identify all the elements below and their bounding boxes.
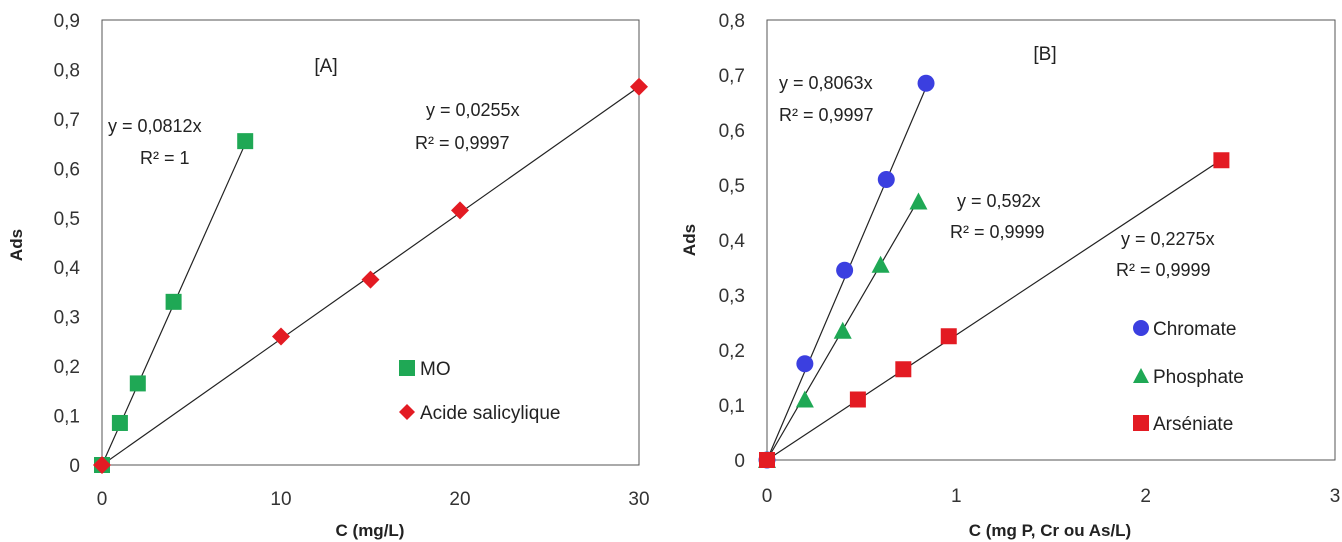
r2-acide-salicylique: R² = 0,9997 bbox=[415, 133, 510, 153]
data-points-b bbox=[758, 74, 1230, 469]
y-tick-label: 0,5 bbox=[719, 176, 745, 197]
axes-b: 0 0,1 0,2 0,3 0,4 0,5 0,6 0,7 0,8 0 1 2 3 bbox=[719, 11, 1341, 507]
y-tick-label: 0,4 bbox=[54, 258, 81, 279]
x-tick-label: 0 bbox=[762, 486, 773, 507]
data-points-a bbox=[93, 77, 648, 474]
x-tick-label: 20 bbox=[449, 489, 470, 510]
y-tick-label: 0 bbox=[734, 451, 745, 472]
data-point-acide-salicylique bbox=[272, 327, 290, 346]
x-tick-label: 1 bbox=[951, 486, 962, 507]
data-point-phosphate bbox=[833, 321, 852, 339]
data-point-arseniate bbox=[849, 391, 866, 408]
data-point-chromate bbox=[877, 171, 895, 188]
y-tick-label: 0,5 bbox=[54, 209, 80, 230]
y-tick-label: 0,3 bbox=[54, 308, 80, 329]
panel-label-a: [A] bbox=[314, 56, 337, 77]
data-point-mo bbox=[165, 293, 182, 310]
y-tick-label: 0,1 bbox=[719, 396, 745, 417]
data-point-mo bbox=[111, 414, 128, 431]
y-tick-label: 0,8 bbox=[54, 60, 80, 81]
data-point-phosphate bbox=[909, 192, 928, 210]
trendline-arseniate bbox=[766, 159, 1222, 461]
x-tick-label: 10 bbox=[270, 489, 291, 510]
legend-label-arseniate: Arséniate bbox=[1153, 414, 1233, 435]
data-point-arseniate bbox=[895, 361, 912, 378]
y-tick-label: 0 bbox=[69, 456, 80, 477]
data-point-acide-salicylique bbox=[93, 456, 111, 474]
data-point-chromate bbox=[917, 74, 935, 92]
legend-label-mo: MO bbox=[420, 359, 451, 380]
y-axis-title-b: Ads bbox=[680, 224, 699, 256]
data-point-mo bbox=[129, 375, 146, 392]
equation-mo: y = 0,0812x bbox=[108, 116, 202, 136]
data-point-mo bbox=[237, 133, 254, 150]
data-point-arseniate bbox=[759, 452, 775, 468]
x-tick-label: 30 bbox=[628, 489, 649, 510]
x-tick-label: 3 bbox=[1330, 486, 1341, 507]
data-point-chromate bbox=[796, 355, 814, 373]
data-point-acide-salicylique bbox=[630, 77, 648, 96]
data-point-chromate bbox=[836, 261, 854, 279]
legend-label-acide-salicylique: Acide salicylique bbox=[420, 403, 560, 424]
x-tick-label: 0 bbox=[97, 489, 108, 510]
data-point-phosphate bbox=[795, 390, 814, 408]
chart-panel-a: 00,10,20,30,40,50,60,70,80,90 10 20 30 [A] … bbox=[7, 11, 650, 540]
equation-acide-salicylique: y = 0,0255x bbox=[426, 100, 520, 120]
y-tick-label: 0,7 bbox=[719, 66, 745, 87]
axes-a: 0 0,1 0,2 0,3 0,4 0,5 0,6 0,7 0,8 0,9 0 10 20 30 bbox=[54, 11, 650, 510]
y-axis-title-a: Ads bbox=[7, 229, 26, 261]
y-tick-label: 0,8 bbox=[719, 11, 745, 32]
data-point-acide-salicylique bbox=[451, 201, 469, 220]
legend-label-chromate: Chromate bbox=[1153, 319, 1236, 340]
legend-b: Chromate Phosphate Arséniate bbox=[1133, 319, 1244, 435]
y-tick-label: 0,3 bbox=[719, 286, 745, 307]
legend-marker-acide-salicylique bbox=[399, 404, 415, 420]
y-tick-label: 0,4 bbox=[719, 231, 746, 252]
y-tick-label: 0,6 bbox=[719, 121, 745, 142]
y-tick-label: 0,6 bbox=[54, 159, 80, 180]
x-axis-title-a: C (mg/L) bbox=[336, 521, 405, 540]
panel-label-b: [B] bbox=[1033, 44, 1056, 65]
data-point-phosphate bbox=[871, 255, 890, 273]
plot-area-b bbox=[766, 19, 1336, 461]
y-tick-label: 0,1 bbox=[54, 407, 80, 428]
y-tick-label: 0,9 bbox=[54, 11, 80, 32]
legend-marker-arseniate bbox=[1133, 415, 1149, 431]
plot-area-a bbox=[101, 19, 640, 466]
legend-a: MO Acide salicylique bbox=[399, 359, 560, 424]
data-point-arseniate bbox=[940, 328, 957, 345]
equation-phosphate: y = 0,592x bbox=[957, 191, 1041, 211]
legend-marker-mo bbox=[399, 360, 415, 376]
r2-arseniate: R² = 0,9999 bbox=[1116, 260, 1211, 280]
x-axis-title-b: C (mg P, Cr ou As/L) bbox=[969, 521, 1131, 540]
chart-panel-b: 0 0,1 0,2 0,3 0,4 0,5 0,6 0,7 0,8 0 1 2 3 [B] y = 0,… bbox=[680, 11, 1340, 540]
equation-chromate: y = 0,8063x bbox=[779, 73, 873, 93]
legend-label-phosphate: Phosphate bbox=[1153, 367, 1244, 388]
r2-phosphate: R² = 0,9999 bbox=[950, 222, 1045, 242]
data-point-acide-salicylique bbox=[361, 270, 380, 289]
r2-mo: R² = 1 bbox=[140, 148, 190, 168]
y-tick-label: 0,7 bbox=[54, 110, 80, 131]
r2-chromate: R² = 0,9997 bbox=[779, 105, 874, 125]
x-tick-label: 2 bbox=[1140, 486, 1151, 507]
legend-marker-phosphate bbox=[1133, 368, 1149, 383]
y-tick-label: 0,2 bbox=[719, 341, 745, 362]
y-tick-label: 0,2 bbox=[54, 357, 80, 378]
equation-arseniate: y = 0,2275x bbox=[1121, 229, 1215, 249]
data-point-arseniate bbox=[1213, 152, 1230, 169]
legend-marker-chromate bbox=[1133, 320, 1149, 336]
